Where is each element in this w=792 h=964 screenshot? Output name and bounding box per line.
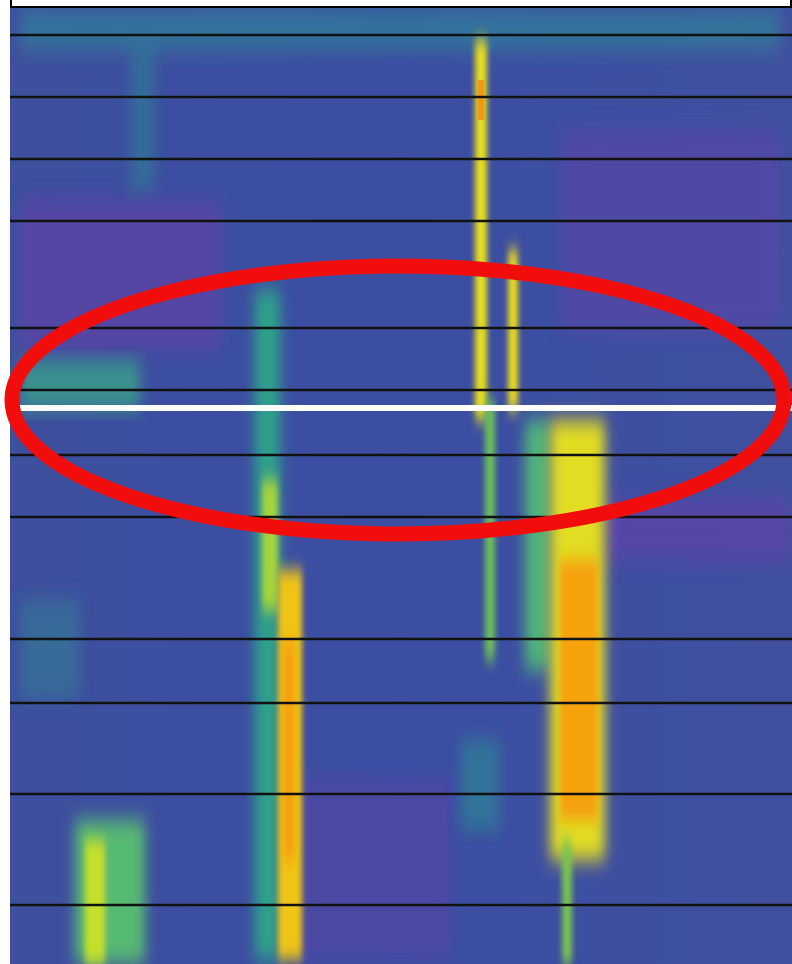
- page: (() => { const data = JSON.parse(documen…: [0, 0, 792, 964]
- top-box: [11, 0, 791, 7]
- heatmap-image: [0, 0, 792, 964]
